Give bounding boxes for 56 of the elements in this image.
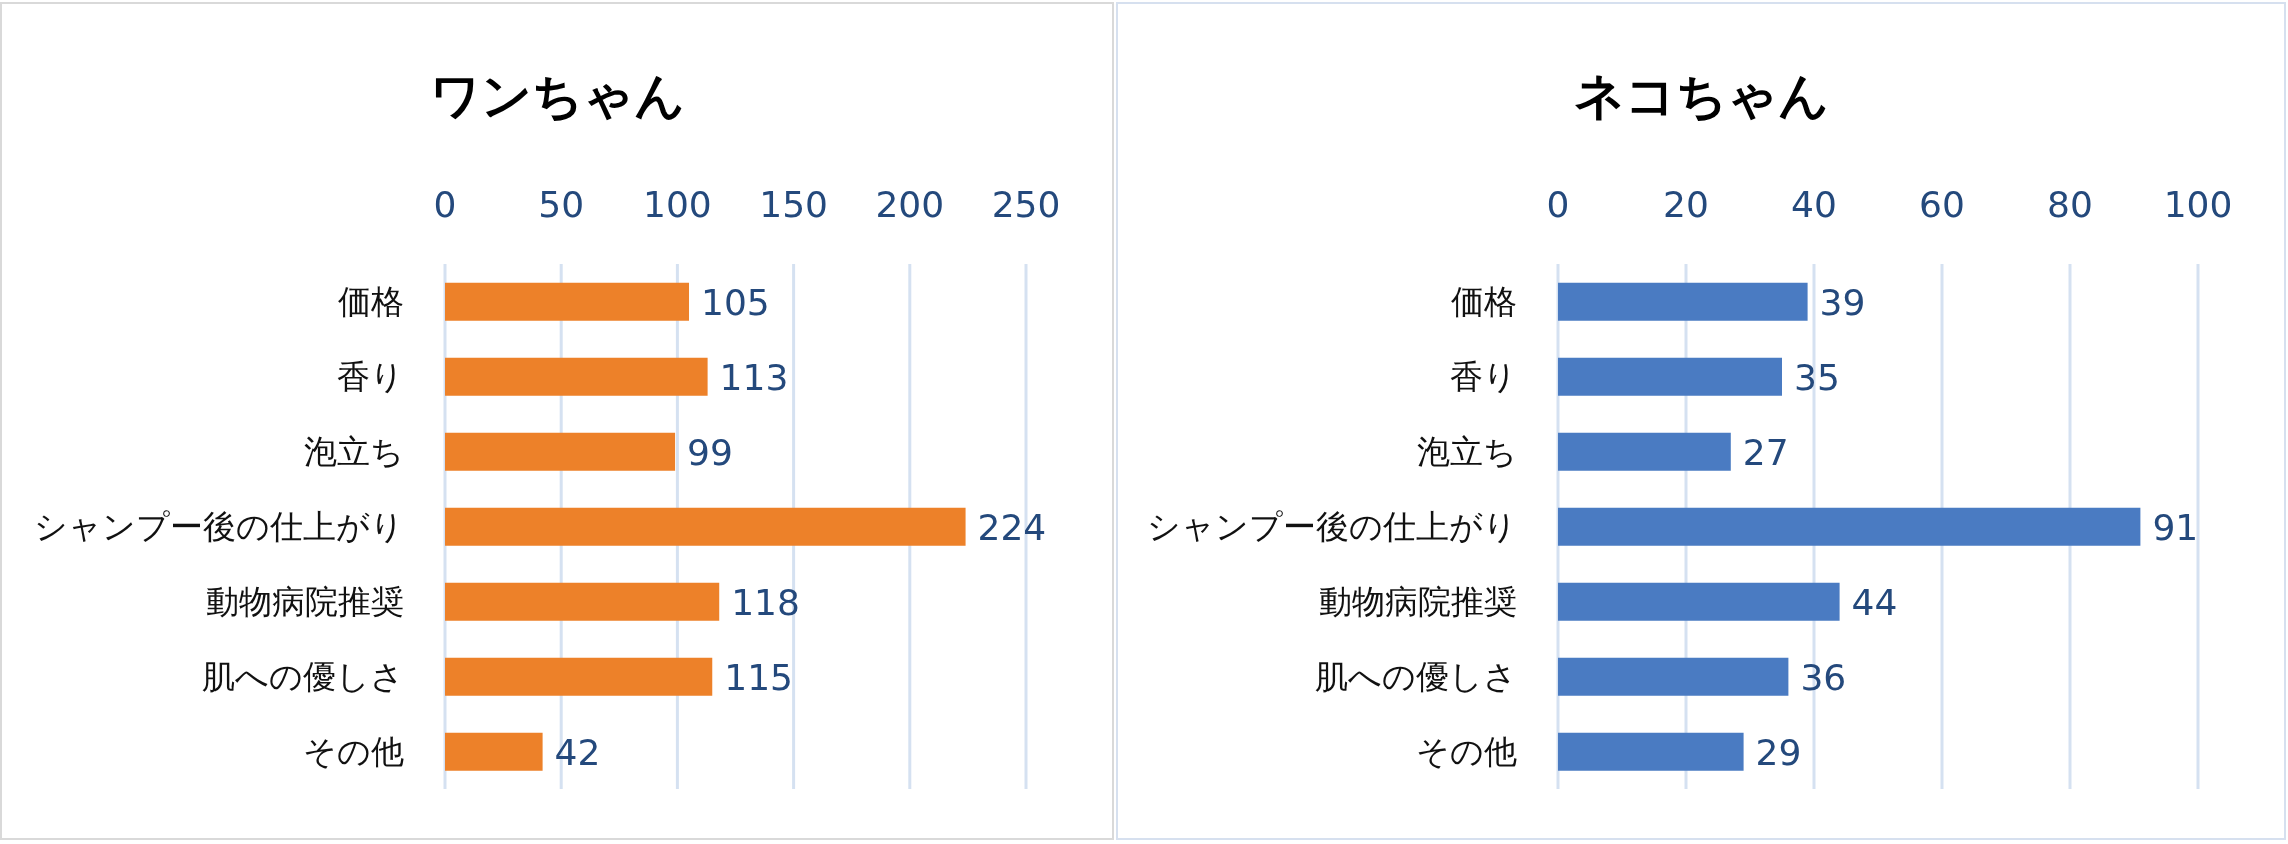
bar	[445, 582, 720, 621]
y-tick-label: 香り	[1450, 357, 1517, 397]
y-tick-label: 価格	[338, 282, 404, 322]
data-label: 224	[977, 506, 1047, 548]
y-tick-label: 動物病院推奨	[206, 582, 404, 622]
data-label: 39	[1819, 281, 1866, 323]
y-tick-label: 香り	[337, 357, 404, 397]
data-label: 91	[2152, 506, 2199, 548]
bar	[445, 657, 713, 696]
bar	[445, 507, 966, 546]
y-tick-label: 泡立ち	[1417, 432, 1517, 472]
x-tick-label: 250	[991, 184, 1061, 225]
bar	[445, 732, 543, 771]
bar	[1558, 507, 2141, 546]
data-label: 35	[1794, 356, 1840, 398]
bar	[1558, 657, 1789, 696]
chart-title: ワンちゃん	[428, 66, 686, 126]
data-label: 29	[1755, 731, 1802, 773]
data-label: 115	[724, 656, 793, 698]
y-tick-label: 泡立ち	[304, 432, 404, 472]
x-tick-label: 150	[759, 184, 828, 225]
bar	[1558, 432, 1731, 471]
x-tick-label: 20	[1663, 184, 1709, 225]
y-tick-label: 肌への優しさ	[202, 657, 404, 697]
bar	[445, 432, 676, 471]
x-tick-label: 0	[1546, 184, 1570, 225]
data-label: 36	[1800, 656, 1847, 698]
x-tick-label: 100	[2163, 184, 2233, 225]
bar	[1558, 732, 1744, 771]
bar	[445, 357, 708, 396]
x-tick-label: 0	[433, 184, 457, 225]
y-tick-label: 価格	[1451, 282, 1517, 322]
y-tick-label: その他	[303, 732, 404, 772]
y-tick-label: シャンプー後の仕上がり	[1147, 507, 1517, 547]
bar	[445, 282, 690, 321]
x-tick-label: 60	[1919, 184, 1965, 225]
y-tick-label: シャンプー後の仕上がり	[34, 507, 404, 547]
chart-title: ネコちゃん	[1572, 66, 1830, 126]
x-tick-label: 200	[875, 184, 945, 225]
data-label: 113	[719, 356, 789, 398]
data-label: 42	[554, 731, 601, 773]
y-tick-label: その他	[1416, 732, 1517, 772]
x-tick-label: 80	[2047, 184, 2093, 225]
x-tick-label: 100	[643, 184, 712, 225]
x-tick-label: 50	[538, 184, 585, 225]
bar	[1558, 357, 1782, 396]
bar	[1558, 282, 1808, 321]
data-label: 118	[731, 581, 800, 623]
x-tick-label: 40	[1791, 184, 1837, 225]
data-label: 99	[687, 431, 733, 473]
y-tick-label: 動物病院推奨	[1319, 582, 1517, 622]
data-label: 27	[1742, 431, 1789, 473]
data-label: 105	[701, 281, 770, 323]
data-label: 44	[1851, 581, 1898, 623]
bar	[1558, 582, 1840, 621]
y-tick-label: 肌への優しさ	[1315, 657, 1517, 697]
